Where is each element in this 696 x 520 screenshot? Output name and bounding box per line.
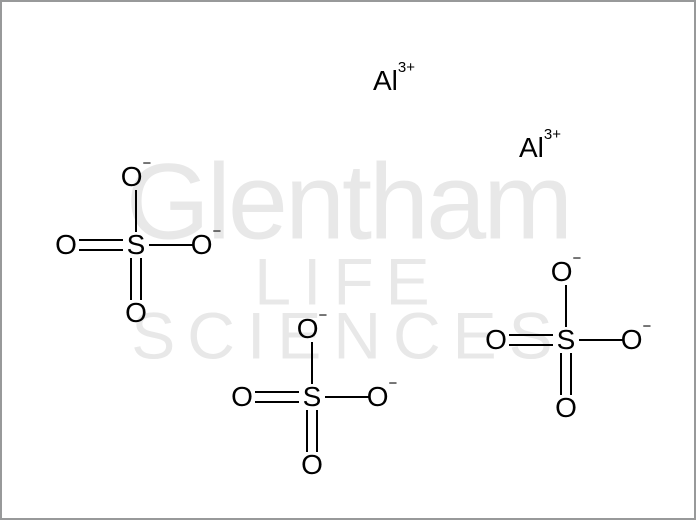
sf1-oxygen-top: O− xyxy=(121,161,152,193)
aluminium-ion-2: Al3+ xyxy=(519,132,561,164)
sf3-bond-right xyxy=(579,339,623,341)
sf2-oxygen-top: O− xyxy=(297,313,328,345)
sf2-bond-left-b xyxy=(255,401,299,403)
sf1-bond-left-a xyxy=(79,239,123,241)
sf2-bond-right xyxy=(325,396,369,398)
sf3-bond-bottom-a xyxy=(560,353,562,395)
sf3-bond-left-a xyxy=(509,334,553,336)
sf1-bond-right xyxy=(149,244,193,246)
sf1-bond-bottom-b xyxy=(140,258,142,300)
sf3-bond-top xyxy=(565,285,567,327)
sf1-oxygen-left: O xyxy=(55,229,77,261)
sf2-sulfur: S xyxy=(303,381,322,413)
sf3-oxygen-top: O− xyxy=(551,256,582,288)
sf1-oxygen-bottom: O xyxy=(125,297,147,329)
sf3-oxygen-bottom: O xyxy=(555,392,577,424)
sf1-bond-top xyxy=(135,190,137,232)
sf3-oxygen-left: O xyxy=(485,324,507,356)
sf1-bond-bottom-a xyxy=(130,258,132,300)
structure-canvas: Glentham LIFE SCIENCES Al3+Al3+SO−O−OOSO… xyxy=(0,0,696,520)
sf1-bond-left-b xyxy=(79,249,123,251)
sf2-bond-left-a xyxy=(255,391,299,393)
sf2-bond-top xyxy=(311,342,313,384)
sf1-oxygen-right: O− xyxy=(191,229,222,261)
sf2-oxygen-right: O− xyxy=(367,381,398,413)
sf2-oxygen-bottom: O xyxy=(301,449,323,481)
sf3-sulfur: S xyxy=(557,324,576,356)
sf1-sulfur: S xyxy=(127,229,146,261)
aluminium-ion-1: Al3+ xyxy=(373,65,415,97)
sf2-oxygen-left: O xyxy=(231,381,253,413)
sf3-bond-bottom-b xyxy=(570,353,572,395)
sf3-bond-left-b xyxy=(509,344,553,346)
sf2-bond-bottom-b xyxy=(316,410,318,452)
sf2-bond-bottom-a xyxy=(306,410,308,452)
sf3-oxygen-right: O− xyxy=(621,324,652,356)
